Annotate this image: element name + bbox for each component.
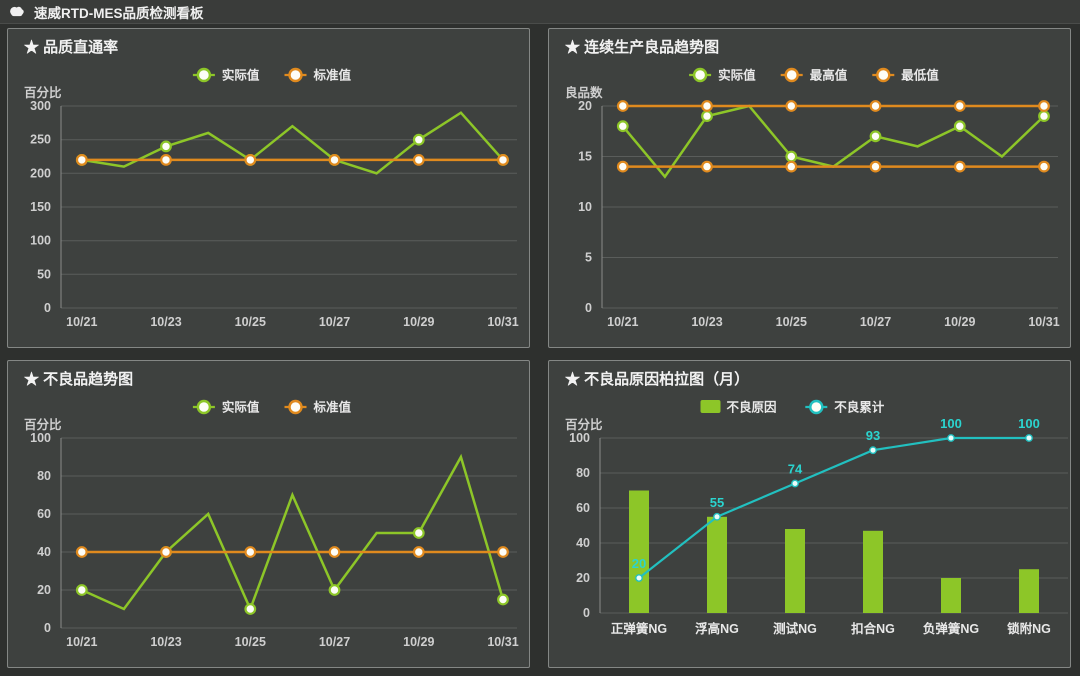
svg-text:80: 80	[576, 466, 590, 480]
svg-text:150: 150	[30, 200, 51, 214]
svg-text:10/25: 10/25	[776, 315, 807, 329]
svg-text:实际值: 实际值	[222, 400, 260, 415]
svg-text:20: 20	[37, 583, 51, 597]
svg-text:250: 250	[30, 133, 51, 147]
svg-text:浮高NG: 浮高NG	[695, 621, 739, 636]
svg-text:10/27: 10/27	[319, 635, 350, 649]
svg-text:不良累计: 不良累计	[834, 400, 885, 415]
svg-text:40: 40	[576, 536, 590, 550]
svg-text:10: 10	[578, 200, 592, 214]
svg-text:10/21: 10/21	[66, 315, 97, 329]
svg-text:测试NG: 测试NG	[773, 621, 817, 636]
svg-text:20: 20	[632, 556, 646, 571]
svg-text:10/29: 10/29	[403, 315, 434, 329]
svg-text:10/29: 10/29	[944, 315, 975, 329]
svg-text:实际值: 实际值	[222, 68, 260, 83]
svg-text:10/21: 10/21	[607, 315, 638, 329]
svg-text:锁附NG: 锁附NG	[1007, 621, 1051, 636]
svg-text:0: 0	[585, 301, 592, 315]
svg-text:10/23: 10/23	[150, 315, 181, 329]
svg-text:0: 0	[44, 301, 51, 315]
svg-text:10/25: 10/25	[235, 315, 266, 329]
svg-text:负弹簧NG: 负弹簧NG	[923, 621, 979, 636]
svg-text:★ 品质直通率: ★ 品质直通率	[24, 38, 118, 56]
svg-text:100: 100	[1018, 416, 1040, 431]
svg-text:10/31: 10/31	[487, 315, 518, 329]
svg-text:15: 15	[578, 150, 592, 164]
svg-text:10/23: 10/23	[150, 635, 181, 649]
svg-text:10/27: 10/27	[319, 315, 350, 329]
svg-text:10/21: 10/21	[66, 635, 97, 649]
svg-text:★ 不良品原因柏拉图（月）: ★ 不良品原因柏拉图（月）	[565, 370, 749, 388]
svg-text:300: 300	[30, 99, 51, 113]
svg-text:百分比: 百分比	[565, 417, 603, 432]
svg-text:最低值: 最低值	[901, 68, 939, 83]
svg-text:标准值: 标准值	[313, 400, 352, 415]
svg-text:0: 0	[44, 621, 51, 635]
svg-text:200: 200	[30, 166, 51, 180]
svg-text:10/23: 10/23	[691, 315, 722, 329]
svg-text:50: 50	[37, 267, 51, 281]
svg-text:百分比: 百分比	[24, 417, 62, 432]
svg-text:80: 80	[37, 469, 51, 483]
svg-text:60: 60	[37, 507, 51, 521]
svg-text:正弹簧NG: 正弹簧NG	[611, 621, 667, 636]
svg-text:100: 100	[30, 234, 51, 248]
svg-text:5: 5	[585, 251, 592, 265]
svg-text:扣合NG: 扣合NG	[851, 621, 895, 636]
svg-text:100: 100	[569, 431, 590, 445]
svg-text:100: 100	[940, 416, 962, 431]
svg-text:74: 74	[788, 462, 803, 477]
svg-text:★ 不良品趋势图: ★ 不良品趋势图	[24, 370, 133, 388]
svg-text:实际值: 实际值	[718, 68, 756, 83]
svg-text:0: 0	[583, 606, 590, 620]
svg-text:10/27: 10/27	[860, 315, 891, 329]
svg-text:60: 60	[576, 501, 590, 515]
svg-text:20: 20	[576, 571, 590, 585]
svg-text:最高值: 最高值	[810, 68, 848, 83]
svg-text:55: 55	[710, 495, 724, 510]
svg-text:百分比: 百分比	[24, 85, 62, 100]
svg-text:10/25: 10/25	[235, 635, 266, 649]
svg-text:10/31: 10/31	[1028, 315, 1059, 329]
svg-text:标准值: 标准值	[313, 68, 352, 83]
svg-text:★ 连续生产良品趋势图: ★ 连续生产良品趋势图	[565, 38, 719, 56]
svg-text:100: 100	[30, 431, 51, 445]
svg-text:10/31: 10/31	[487, 635, 518, 649]
svg-text:不良原因: 不良原因	[727, 400, 777, 415]
svg-text:40: 40	[37, 545, 51, 559]
svg-text:20: 20	[578, 99, 592, 113]
svg-text:良品数: 良品数	[565, 85, 603, 100]
svg-text:10/29: 10/29	[403, 635, 434, 649]
svg-text:93: 93	[866, 428, 880, 443]
